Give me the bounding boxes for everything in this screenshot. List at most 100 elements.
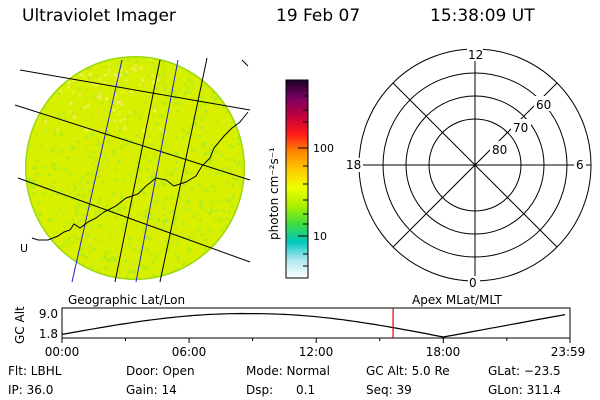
disk-pixel [205, 71, 209, 75]
disk-pixel [142, 229, 146, 233]
disk-pixel [228, 278, 232, 280]
disk-pixel [115, 216, 119, 220]
disk-pixel [86, 135, 89, 139]
disk-pixel [74, 186, 78, 190]
disk-pixel [238, 153, 242, 157]
disk-pixel [199, 275, 203, 279]
disk-pixel [38, 201, 42, 205]
disk-pixel [190, 187, 194, 191]
disk-pixel [133, 271, 136, 275]
disk-pixel [107, 241, 111, 245]
timeline-frame [61, 307, 571, 339]
disk-pixel [184, 200, 188, 204]
disk-pixel [205, 260, 208, 263]
disk-pixel [51, 103, 55, 107]
disk-pixel [216, 171, 219, 175]
disk-pixel [107, 258, 111, 262]
colorbar-tick-label: 10 [313, 230, 327, 243]
disk-pixel [141, 227, 145, 231]
disk-pixel [202, 256, 206, 260]
disk-pixel [158, 74, 162, 78]
disk-pixel [180, 263, 184, 267]
disk-pixel [81, 193, 85, 197]
disk-pixel [32, 80, 36, 84]
disk-pixel [188, 207, 192, 211]
disk-pixel [162, 213, 166, 217]
disk-pixel [143, 193, 147, 197]
disk-pixel [138, 149, 142, 153]
disk-pixel [69, 145, 73, 149]
disk-pixel [216, 270, 220, 274]
disk-pixel [205, 270, 209, 274]
disk-pixel [123, 179, 127, 183]
disk-pixel [162, 77, 166, 81]
disk-pixel [99, 224, 103, 228]
label-backdrop [574, 158, 586, 172]
disk-pixel [228, 171, 232, 175]
disk-pixel [159, 134, 163, 138]
disk-pixel [96, 95, 100, 99]
colorbar: 100 10 photon cm⁻²s⁻¹ [267, 79, 334, 279]
disk-pixel [215, 209, 219, 213]
disk-pixel [79, 73, 83, 76]
disk-pixel [34, 228, 38, 232]
uv-image-panel: U [14, 56, 251, 283]
disk-pixel [187, 239, 191, 243]
disk-pixel [151, 81, 155, 84]
disk-pixel [92, 262, 96, 266]
disk-pixel [34, 85, 37, 88]
disk-pixel [176, 109, 180, 113]
disk-pixel [35, 160, 39, 164]
disk-pixel [56, 128, 60, 132]
disk-pixel [200, 142, 204, 146]
disk-pixel [117, 129, 121, 133]
disk-pixel [191, 115, 194, 119]
disk-pixel [28, 102, 32, 106]
disk-pixel [75, 210, 79, 214]
disk-pixel [229, 171, 233, 175]
disk-pixel [210, 250, 214, 254]
disk-pixel [64, 238, 68, 242]
disk-pixel [238, 76, 242, 80]
disk-pixel [174, 94, 178, 98]
disk-pixel [26, 93, 30, 97]
disk-pixel [203, 141, 207, 145]
disk-pixel [66, 220, 70, 224]
disk-pixel [149, 263, 153, 267]
disk-pixel [108, 68, 112, 72]
latitude-line [17, 177, 251, 263]
disk-pixel [91, 83, 95, 87]
disk-pixel [68, 192, 72, 196]
disk-pixel [202, 83, 206, 87]
disk-pixel [184, 82, 188, 86]
disk-pixel [229, 90, 233, 93]
disk-pixel [237, 142, 240, 145]
label-backdrop [511, 119, 531, 134]
disk-pixel [154, 256, 158, 260]
disk-pixel [88, 150, 92, 154]
disk-pixel [220, 254, 224, 258]
disk-pixel [150, 92, 154, 96]
orbit-timeline: GC Alt 9.0 1.8 00:00 06:00 12:00 18:00 2… [13, 306, 585, 359]
disk-pixel [149, 212, 153, 216]
disk-pixel [148, 57, 152, 61]
disk-pixel [152, 172, 156, 176]
disk-pixel [210, 200, 214, 204]
disk-pixel [85, 234, 89, 238]
disk-pixel [93, 237, 97, 241]
disk-pixel [126, 57, 130, 61]
disk-pixel [51, 165, 54, 169]
disk-pixel [186, 72, 190, 76]
disk-pixel [200, 126, 204, 130]
disk-pixel [196, 227, 199, 231]
disk-pixel [109, 207, 113, 211]
disk-pixel [76, 199, 80, 203]
disk-pixel [201, 198, 204, 202]
disk-pixel [175, 136, 179, 140]
disk-pixel [198, 134, 202, 138]
disk-pixel [53, 272, 56, 276]
disk-pixel [173, 90, 177, 93]
disk-pixel [89, 250, 93, 254]
disk-pixel [133, 64, 137, 68]
disk-pixel [231, 144, 235, 148]
